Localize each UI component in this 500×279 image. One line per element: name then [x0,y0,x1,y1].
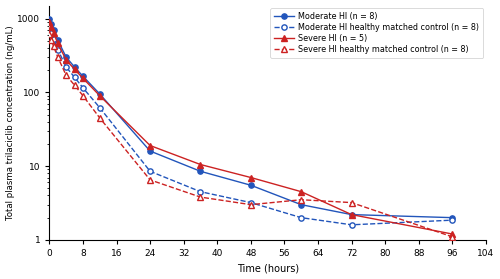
Moderate HI healthy matched control (n = 8) [80,86,86,90]
Severe HI (n = 5) [298,190,304,193]
Severe HI healthy matched control (n = 8) [55,56,61,59]
Moderate HI healthy matched control (n = 8) [450,218,456,222]
Y-axis label: Total plasma trilaciclib concentration (ng/mL): Total plasma trilaciclib concentration (… [6,25,15,220]
Moderate HI healthy matched control (n = 8) [55,48,61,51]
Moderate HI (n = 8) [450,216,456,219]
Moderate HI healthy matched control (n = 8) [72,76,78,79]
Severe HI healthy matched control (n = 8) [298,198,304,201]
Severe HI healthy matched control (n = 8) [147,178,153,182]
Severe HI (n = 5) [55,42,61,45]
Severe HI (n = 5) [248,176,254,179]
Severe HI (n = 5) [348,213,354,216]
Severe HI (n = 5) [72,68,78,71]
Moderate HI healthy matched control (n = 8) [96,106,102,109]
Severe HI healthy matched control (n = 8) [96,116,102,120]
Severe HI (n = 5) [450,232,456,236]
Line: Moderate HI (n = 8): Moderate HI (n = 8) [46,16,455,220]
Moderate HI healthy matched control (n = 8) [298,216,304,219]
Moderate HI healthy matched control (n = 8) [63,65,69,69]
Severe HI healthy matched control (n = 8) [63,74,69,77]
Moderate HI healthy matched control (n = 8) [46,26,52,29]
Moderate HI healthy matched control (n = 8) [248,201,254,204]
Moderate HI healthy matched control (n = 8) [48,31,54,35]
Severe HI (n = 5) [50,31,56,35]
Moderate HI (n = 8) [48,22,54,25]
Line: Moderate HI healthy matched control (n = 8): Moderate HI healthy matched control (n =… [46,25,455,227]
Moderate HI (n = 8) [248,184,254,187]
Severe HI healthy matched control (n = 8) [198,195,203,199]
Moderate HI (n = 8) [348,213,354,216]
Moderate HI (n = 8) [46,17,52,20]
Severe HI (n = 5) [63,58,69,62]
Severe HI healthy matched control (n = 8) [50,45,56,48]
Moderate HI healthy matched control (n = 8) [147,170,153,173]
Moderate HI (n = 8) [147,149,153,153]
Severe HI (n = 5) [46,20,52,24]
Moderate HI healthy matched control (n = 8) [50,37,56,40]
Severe HI healthy matched control (n = 8) [48,39,54,42]
Severe HI healthy matched control (n = 8) [248,203,254,206]
Moderate HI healthy matched control (n = 8) [348,223,354,227]
X-axis label: Time (hours): Time (hours) [236,263,298,273]
Line: Severe HI (n = 5): Severe HI (n = 5) [46,19,455,237]
Severe HI healthy matched control (n = 8) [80,94,86,97]
Moderate HI (n = 8) [63,56,69,59]
Severe HI healthy matched control (n = 8) [46,32,52,35]
Line: Severe HI healthy matched control (n = 8): Severe HI healthy matched control (n = 8… [46,31,455,239]
Moderate HI (n = 8) [50,28,56,31]
Moderate HI healthy matched control (n = 8) [198,190,203,193]
Severe HI (n = 5) [147,144,153,147]
Severe HI (n = 5) [96,94,102,97]
Legend: Moderate HI (n = 8), Moderate HI healthy matched control (n = 8), Severe HI (n =: Moderate HI (n = 8), Moderate HI healthy… [270,8,484,58]
Moderate HI (n = 8) [55,39,61,42]
Severe HI healthy matched control (n = 8) [450,235,456,239]
Severe HI healthy matched control (n = 8) [72,83,78,87]
Severe HI (n = 5) [80,77,86,80]
Severe HI (n = 5) [48,26,54,29]
Moderate HI (n = 8) [198,170,203,173]
Moderate HI (n = 8) [96,92,102,96]
Severe HI healthy matched control (n = 8) [348,201,354,204]
Moderate HI (n = 8) [80,74,86,78]
Moderate HI (n = 8) [72,65,78,69]
Moderate HI (n = 8) [298,203,304,206]
Severe HI (n = 5) [198,163,203,166]
